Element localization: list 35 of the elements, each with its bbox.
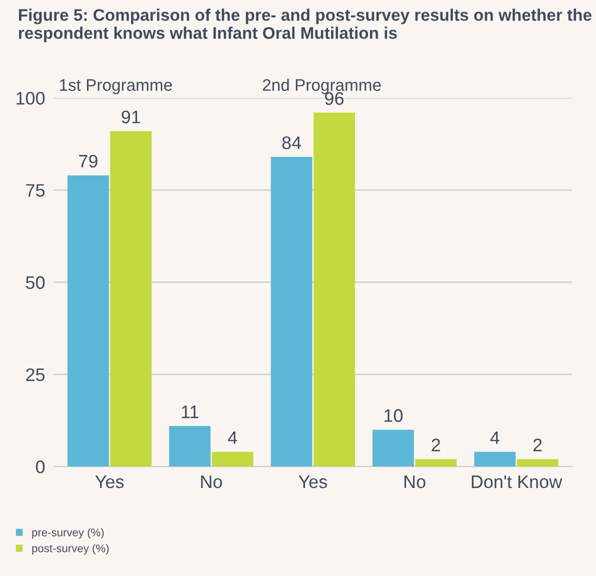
legend-label: post-survey (%)	[32, 544, 109, 554]
bar	[516, 459, 558, 467]
bar	[68, 175, 109, 467]
y-tick-label: 100	[16, 92, 45, 105]
data-label: 2	[533, 438, 542, 452]
text: 2nd Programme	[262, 78, 381, 94]
bar	[169, 426, 211, 467]
x-tick-label: No	[404, 476, 426, 488]
bar	[270, 156, 312, 467]
data-label: 4	[228, 431, 238, 444]
y-tick-label: 25	[26, 368, 45, 382]
chart-title: Figure 5: Comparison of the pre- and post-survey results on whether the respondent knows what Infant Oral Mutilation is	[18, 8, 592, 42]
bar	[212, 452, 254, 467]
bar	[415, 459, 457, 467]
data-label: 91	[122, 110, 140, 124]
data-label: 4	[490, 431, 500, 444]
text: 1st Programme	[60, 79, 172, 94]
data-label: 96	[325, 92, 344, 105]
x-tick-label: Yes	[95, 476, 124, 488]
data-label: 10	[384, 409, 403, 422]
data-label: 2	[432, 438, 440, 452]
x-tick-label: Yes	[298, 476, 327, 488]
y-tick-label: 50	[26, 276, 45, 289]
bar	[314, 112, 355, 467]
x-tick-label: Don't Know	[472, 476, 562, 488]
y-tick-label: 0	[36, 460, 45, 474]
y-tick-label: 75	[26, 184, 45, 197]
data-label: 79	[79, 154, 98, 168]
data-label: 11	[182, 406, 198, 418]
bar	[110, 131, 152, 467]
data-label: 84	[282, 136, 302, 150]
x-tick-label: No	[201, 476, 222, 488]
bar	[372, 430, 414, 467]
bar	[474, 452, 516, 467]
legend-label: pre-survey (%)	[32, 528, 104, 539]
